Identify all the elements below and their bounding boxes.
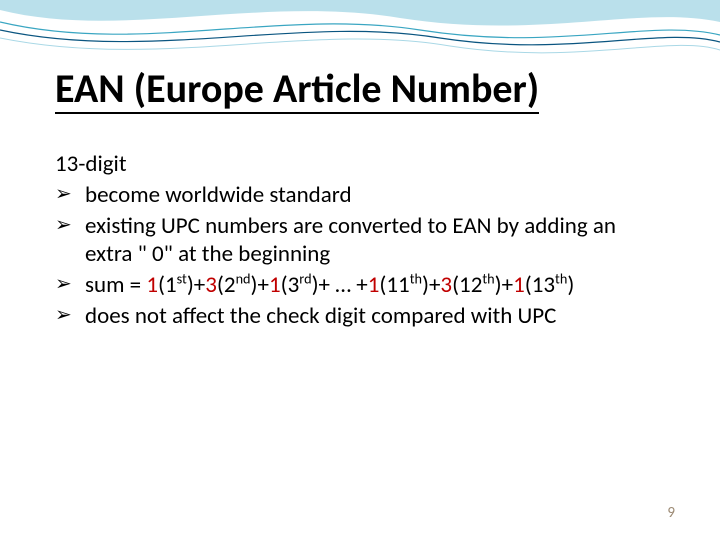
bullet-text: existing UPC numbers are converted to EA…: [85, 212, 665, 270]
slide-body: 13-digit ➢ become worldwide standard ➢ e…: [55, 150, 665, 331]
bullet-arrow-icon: ➢: [55, 302, 85, 329]
slide-title: EAN (Europe Article Number): [55, 68, 539, 114]
page-number: 9: [667, 504, 675, 522]
bullet-item: ➢ does not affect the check digit compar…: [55, 302, 665, 331]
bullet-text: become worldwide standard: [85, 181, 665, 210]
bullet-arrow-icon: ➢: [55, 181, 85, 208]
bullet-formula-text: sum = 1(1st)+3(2nd)+1(3rd)+ … +1(11th)+3…: [85, 271, 665, 300]
bullet-arrow-icon: ➢: [55, 271, 85, 298]
bullet-item: ➢ become worldwide standard: [55, 181, 665, 210]
bullet-item: ➢ sum = 1(1st)+3(2nd)+1(3rd)+ … +1(11th)…: [55, 271, 665, 300]
bullet-text: does not affect the check digit compared…: [85, 302, 665, 331]
bullet-arrow-icon: ➢: [55, 212, 85, 239]
lead-text: 13-digit: [55, 150, 665, 179]
bullet-item: ➢ existing UPC numbers are converted to …: [55, 212, 665, 270]
